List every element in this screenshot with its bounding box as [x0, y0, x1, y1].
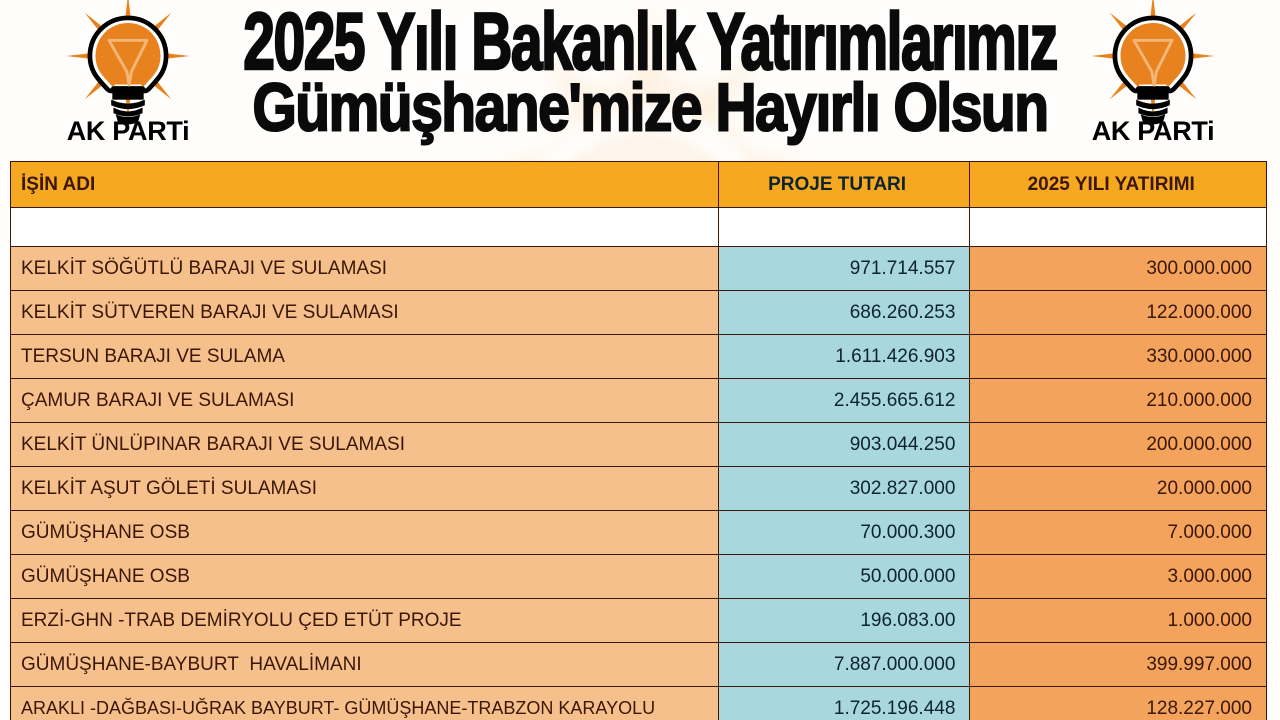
svg-text:AK PARTi: AK PARTi: [1092, 116, 1215, 146]
svg-text:AK PARTi: AK PARTi: [67, 116, 190, 146]
